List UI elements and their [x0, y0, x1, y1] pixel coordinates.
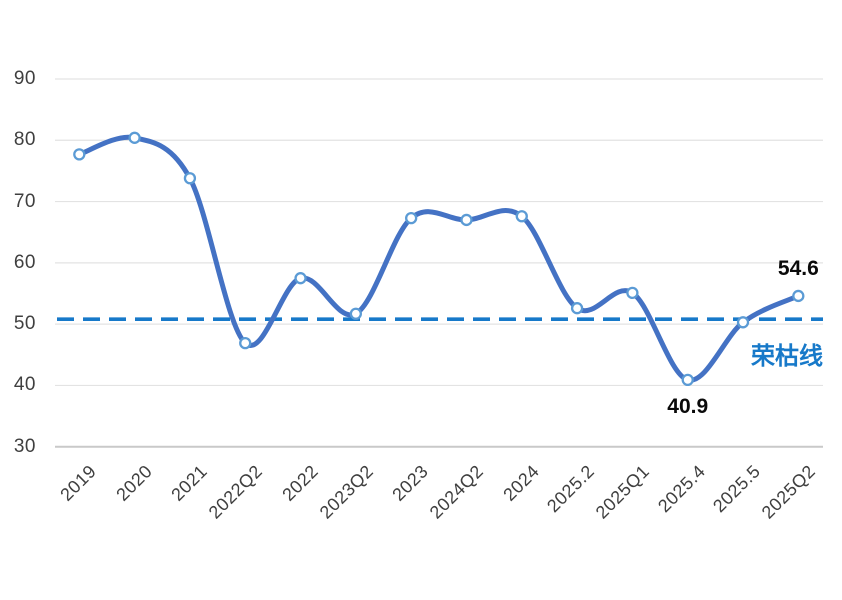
data-point-marker: [792, 289, 805, 303]
y-tick-label: 30: [13, 435, 36, 457]
y-tick-label: 90: [13, 68, 36, 89]
y-tick-label: 80: [13, 129, 36, 151]
data-point-marker: [515, 210, 528, 223]
data-point-marker: [405, 211, 418, 225]
data-point-marker: [239, 336, 252, 350]
data-point-marker: [460, 213, 473, 227]
reference-line-label: 荣枯线: [751, 343, 823, 371]
data-point-marker: [73, 148, 86, 161]
y-tick-label: 40: [13, 374, 36, 396]
data-point-marker: [681, 373, 694, 387]
series-line: [76, 134, 801, 383]
data-point-marker: [294, 272, 307, 285]
y-tick-label: 60: [13, 251, 36, 273]
data-point-marker: [128, 131, 141, 144]
data-point-marker: [349, 307, 363, 320]
y-tick-label: 50: [13, 313, 36, 335]
annotation-last-value: 54.6: [777, 256, 819, 280]
y-tick-label: 70: [13, 190, 36, 212]
annotation-low-value: 40.9: [667, 394, 709, 418]
data-point-marker: [183, 172, 197, 185]
data-point-marker: [570, 302, 584, 315]
data-point-marker: [736, 316, 750, 329]
data-point-marker: [626, 286, 639, 300]
